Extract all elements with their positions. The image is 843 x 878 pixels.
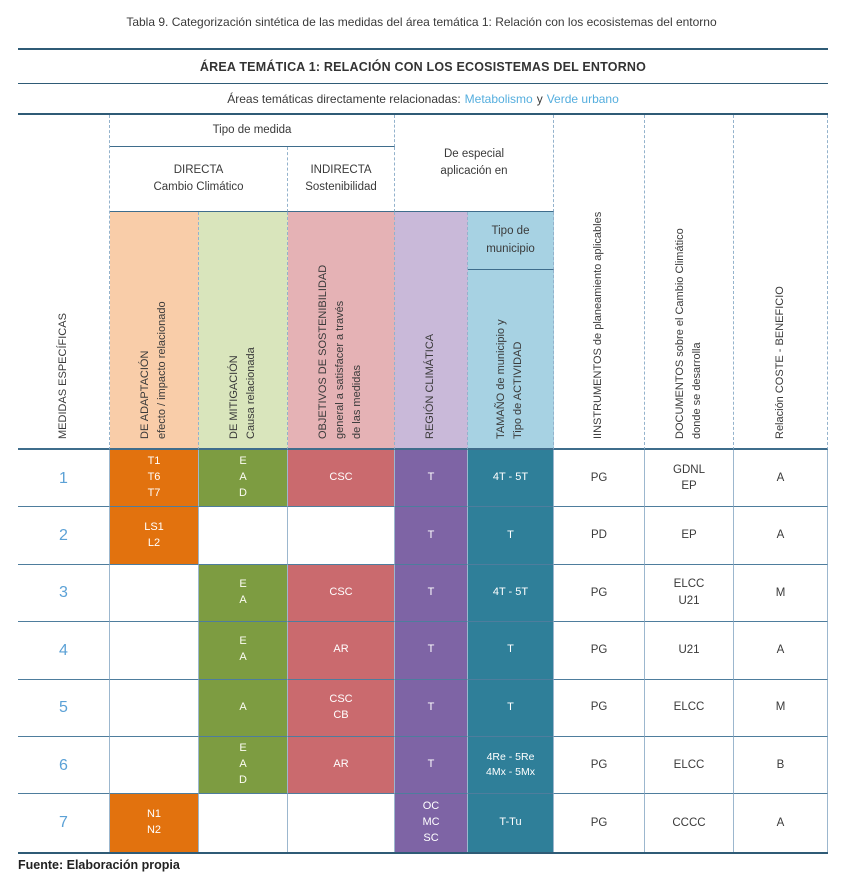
row-1-region-cell: T xyxy=(395,450,468,508)
row-6-documentos-cell: ELCC xyxy=(645,736,734,795)
row-7-region-cell: OC MC SC xyxy=(395,794,468,852)
related-link-metabolismo[interactable]: Metabolismo xyxy=(464,91,533,106)
row-6-adaptacion-cell xyxy=(110,736,199,795)
row-1-coste-cell: A xyxy=(734,450,828,508)
row-7-tamano-cell: T-Tu xyxy=(468,794,554,852)
header-region-climatica: REGIÓN CLIMÁTICA xyxy=(395,212,468,450)
row-6-coste-cell: B xyxy=(734,736,828,795)
row-1-objetivos-cell: CSC xyxy=(288,450,395,508)
header-instrumentos-label: IINSTRUMENTOS de planeamiento aplicables xyxy=(592,211,605,439)
header-objetivos-sostenibilidad: OBJETIVOS DE SOSTENIBILIDAD general a sat… xyxy=(288,212,395,450)
row-3-coste-cell: M xyxy=(734,564,828,623)
header-tamano-actividad: TAMAÑO de municipio y Tipo de ACTIVIDAD xyxy=(468,270,554,450)
row-5-mitigacion-cell: A xyxy=(199,679,288,737)
row-7-adaptacion-cell: N1 N2 xyxy=(110,794,199,852)
header-indirecta: INDIRECTA Sostenibilidad xyxy=(288,147,395,212)
row-7-coste-cell: A xyxy=(734,794,828,852)
header-medidas-especificas: MEDIDAS ESPECÍFICAS xyxy=(18,115,110,450)
row-2-mitigacion-cell xyxy=(199,507,288,565)
related-areas: Áreas temáticas directamente relacionada… xyxy=(18,84,828,115)
header-especial-aplicacion: De especial aplicación en xyxy=(395,115,554,212)
header-mitigacion: DE MITIGACIÓN Causa relacionada xyxy=(199,212,288,450)
row-2-adaptacion-cell: LS1 L2 xyxy=(110,507,199,565)
source-note: Fuente: Elaboración propia xyxy=(18,858,180,872)
row-1-adaptacion-cell: T1 T6 T7 xyxy=(110,450,199,508)
header-coste-beneficio: Relación COSTE - BENEFICIO xyxy=(734,115,828,450)
row-3-tamano-cell: 4T - 5T xyxy=(468,564,554,623)
row-5-number: 5 xyxy=(18,679,110,737)
row-2-tamano-cell: T xyxy=(468,507,554,565)
header-mitigacion-label: DE MITIGACIÓN Causa relacionada xyxy=(227,347,257,439)
row-4-tamano-cell: T xyxy=(468,622,554,680)
row-2-number: 2 xyxy=(18,507,110,565)
row-4-objetivos-cell: AR xyxy=(288,622,395,680)
header-adaptacion: DE ADAPTACIÓN efecto / impacto relacionad… xyxy=(110,212,199,450)
row-2-coste-cell: A xyxy=(734,507,828,565)
row-2-objetivos-cell xyxy=(288,507,395,565)
row-7-number: 7 xyxy=(18,794,110,852)
row-1-tamano-cell: 4T - 5T xyxy=(468,450,554,508)
row-2-instrumentos-cell: PD xyxy=(554,507,645,565)
row-6-objetivos-cell: AR xyxy=(288,736,395,795)
header-coste-label: Relación COSTE - BENEFICIO xyxy=(773,286,786,439)
row-4-region-cell: T xyxy=(395,622,468,680)
row-5-documentos-cell: ELCC xyxy=(645,679,734,737)
row-3-adaptacion-cell xyxy=(110,564,199,623)
row-3-number: 3 xyxy=(18,564,110,623)
row-3-instrumentos-cell: PG xyxy=(554,564,645,623)
header-adaptacion-label: DE ADAPTACIÓN efecto / impacto relacionad… xyxy=(138,301,168,439)
row-6-number: 6 xyxy=(18,736,110,795)
row-2-region-cell: T xyxy=(395,507,468,565)
row-4-number: 4 xyxy=(18,622,110,680)
header-documentos: DOCUMENTOS sobre el Cambio Climático dond… xyxy=(645,115,734,450)
row-6-tamano-cell: 4Re - 5Re 4Mx - 5Mx xyxy=(468,736,554,795)
row-1-number: 1 xyxy=(18,450,110,508)
row-5-instrumentos-cell: PG xyxy=(554,679,645,737)
related-conjunction: y xyxy=(536,91,543,106)
row-4-documentos-cell: U21 xyxy=(645,622,734,680)
header-tamano-label: TAMAÑO de municipio y Tipo de ACTIVIDAD xyxy=(495,319,525,439)
row-7-mitigacion-cell xyxy=(199,794,288,852)
row-5-tamano-cell: T xyxy=(468,679,554,737)
categorization-table: ÁREA TEMÁTICA 1: RELACIÓN CON LOS ECOSIS… xyxy=(18,48,828,854)
row-6-instrumentos-cell: PG xyxy=(554,736,645,795)
row-5-coste-cell: M xyxy=(734,679,828,737)
row-3-documentos-cell: ELCC U21 xyxy=(645,564,734,623)
row-3-region-cell: T xyxy=(395,564,468,623)
row-7-documentos-cell: CCCC xyxy=(645,794,734,852)
row-7-objetivos-cell xyxy=(288,794,395,852)
row-3-objetivos-cell: CSC xyxy=(288,564,395,623)
row-4-instrumentos-cell: PG xyxy=(554,622,645,680)
row-4-adaptacion-cell xyxy=(110,622,199,680)
header-tipo-de-medida: Tipo de medida xyxy=(110,115,395,147)
row-5-region-cell: T xyxy=(395,679,468,737)
header-objetivos-label: OBJETIVOS DE SOSTENIBILIDAD general a sat… xyxy=(317,264,364,439)
header-region-label: REGIÓN CLIMÁTICA xyxy=(424,333,437,439)
area-title: ÁREA TEMÁTICA 1: RELACIÓN CON LOS ECOSIS… xyxy=(18,50,828,84)
header-directa: DIRECTA Cambio Climático xyxy=(110,147,288,212)
related-link-verde-urbano[interactable]: Verde urbano xyxy=(546,91,619,106)
header-documentos-label: DOCUMENTOS sobre el Cambio Climático dond… xyxy=(673,228,703,439)
header-instrumentos: IINSTRUMENTOS de planeamiento aplicables xyxy=(554,115,645,450)
related-areas-prefix: Áreas temáticas directamente relacionada… xyxy=(227,91,461,106)
row-1-documentos-cell: GDNL EP xyxy=(645,450,734,508)
row-5-objetivos-cell: CSC CB xyxy=(288,679,395,737)
row-4-coste-cell: A xyxy=(734,622,828,680)
table-caption: Tabla 9. Categorización sintética de las… xyxy=(126,15,717,29)
header-medidas-label: MEDIDAS ESPECÍFICAS xyxy=(56,313,69,439)
row-1-instrumentos-cell: PG xyxy=(554,450,645,508)
row-6-region-cell: T xyxy=(395,736,468,795)
row-5-adaptacion-cell xyxy=(110,679,199,737)
row-7-instrumentos-cell: PG xyxy=(554,794,645,852)
row-2-documentos-cell: EP xyxy=(645,507,734,565)
header-tipo-municipio: Tipo de municipio xyxy=(468,212,554,270)
